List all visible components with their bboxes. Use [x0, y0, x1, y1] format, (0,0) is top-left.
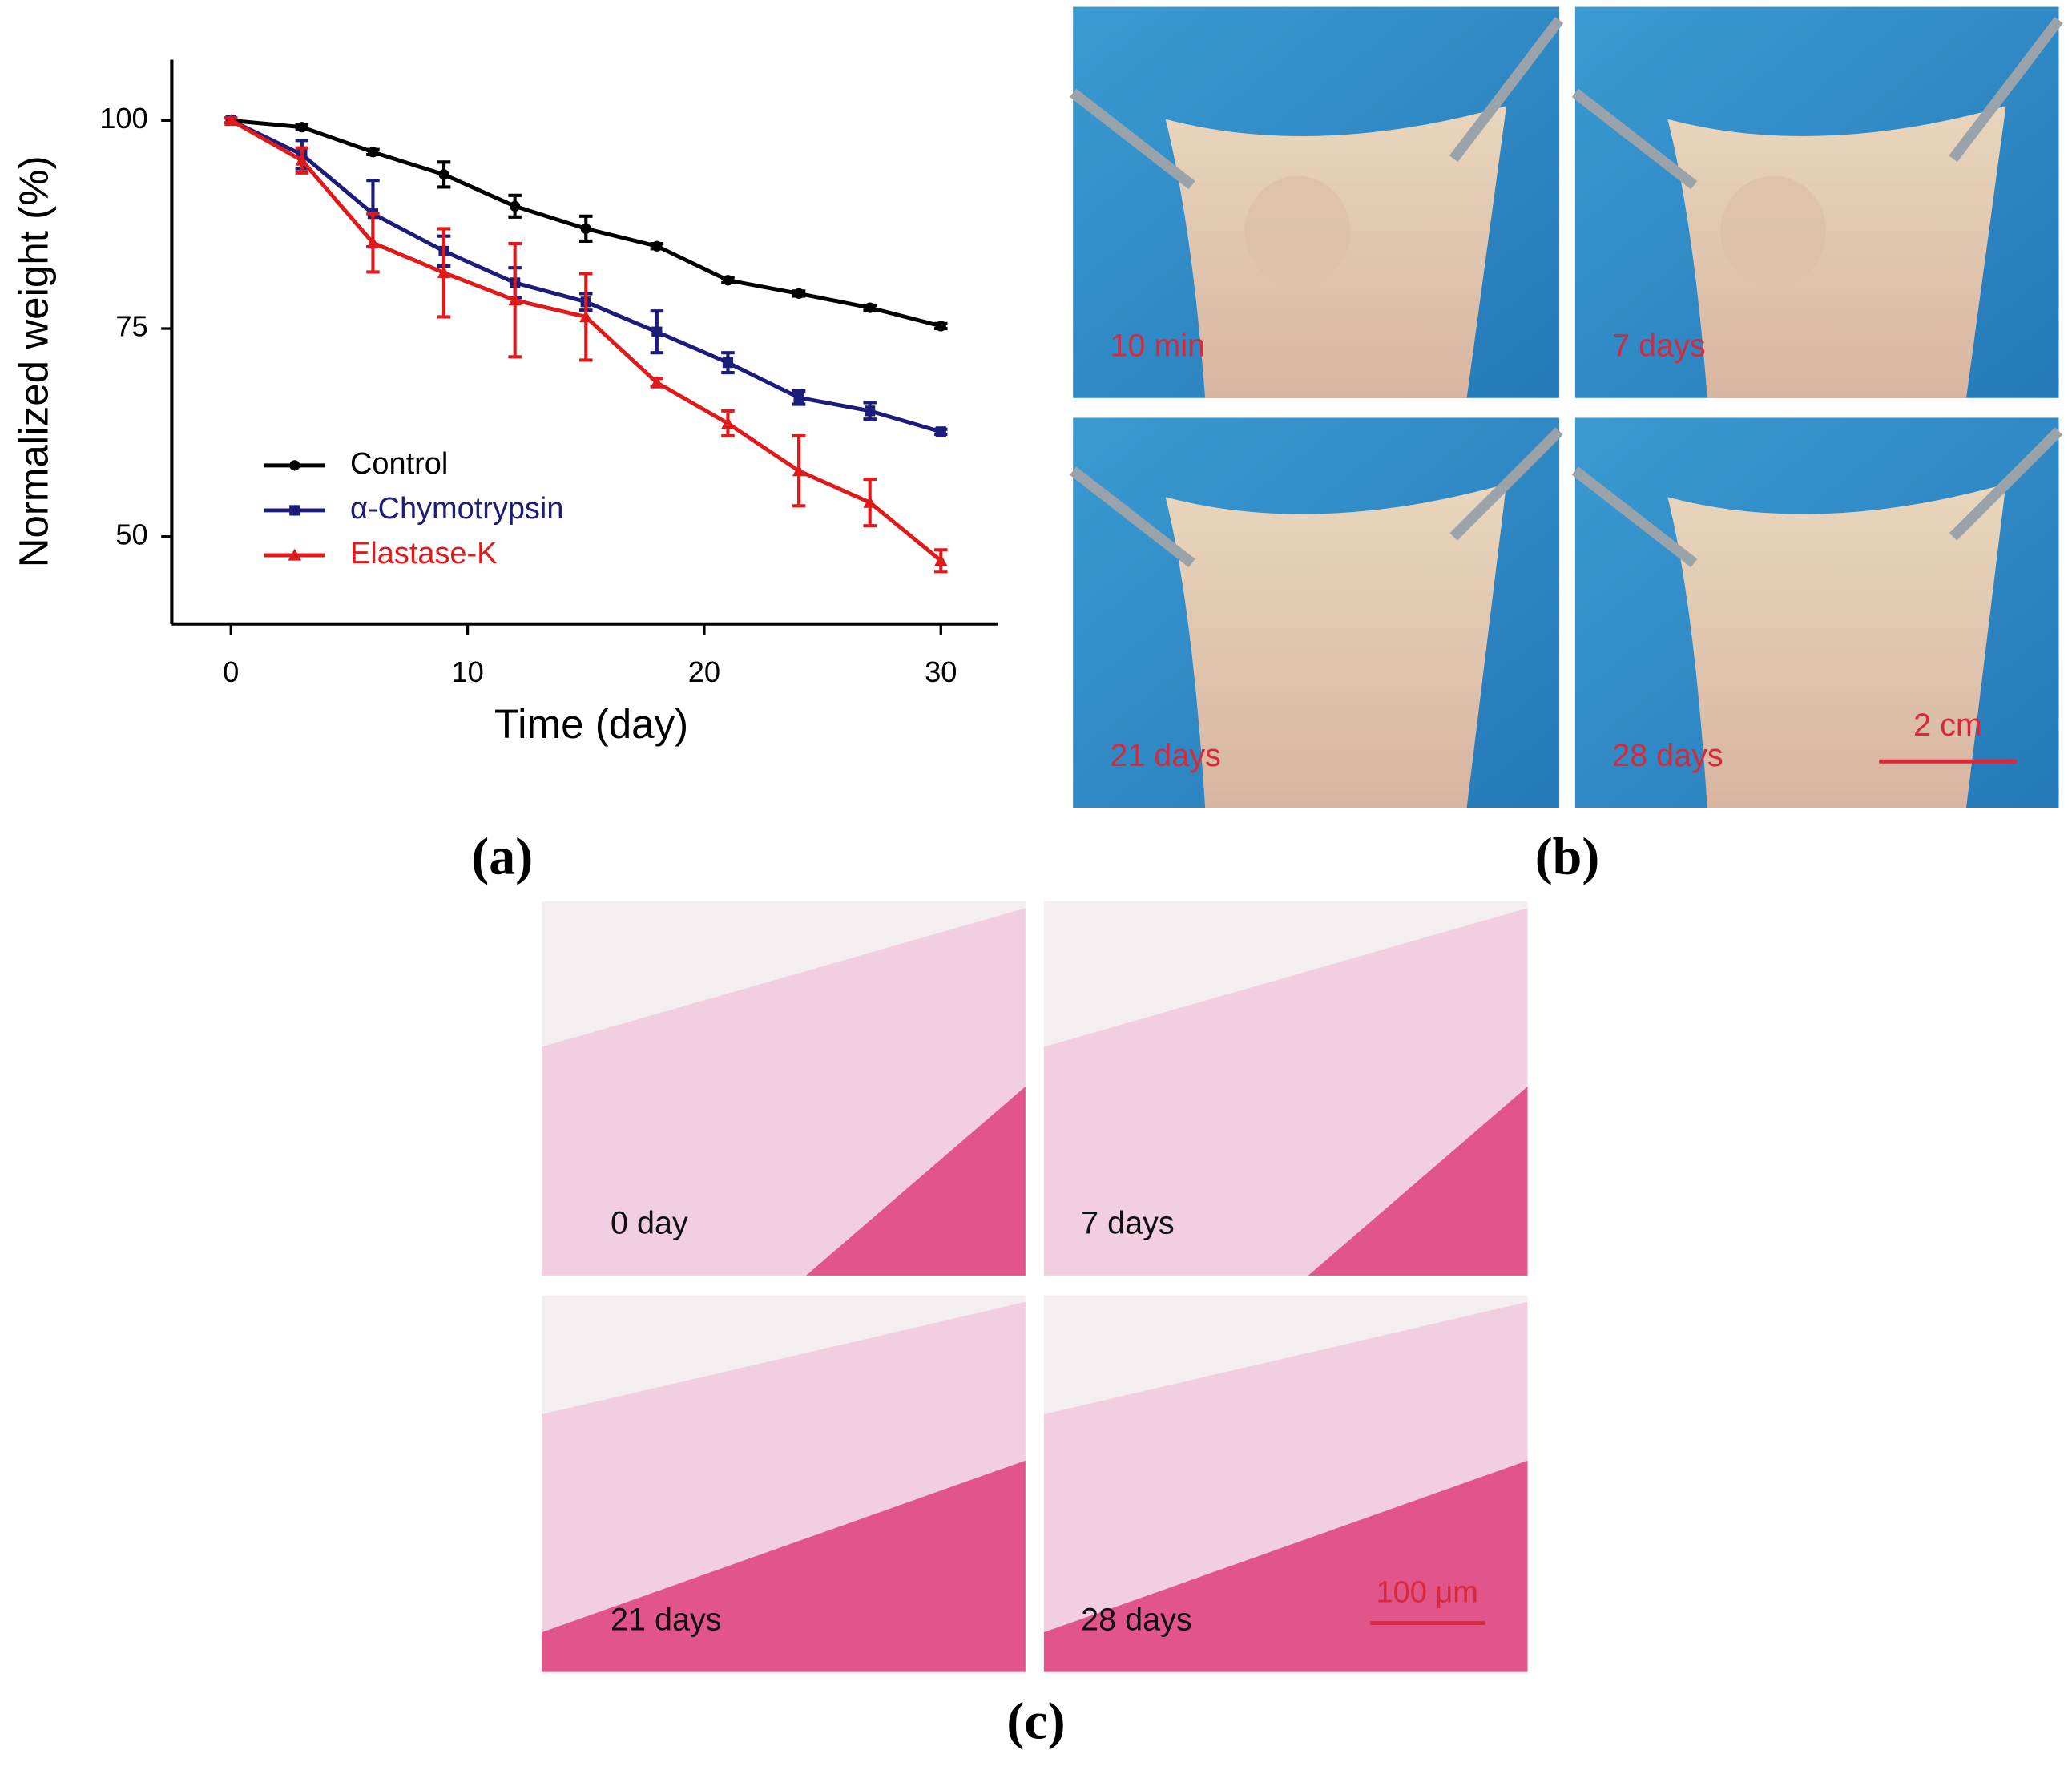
photo-label: 28 days — [1612, 738, 1723, 773]
histology-panel-c: 0 day 7 days 21 days 28 days 100 μm — [542, 901, 1528, 1672]
chart-a: 50 75 100 0 10 20 30 Time (day) Normalized weigh… — [11, 59, 998, 747]
scale-bar-label: 100 μm — [1377, 1575, 1478, 1609]
point — [651, 240, 663, 252]
point — [793, 288, 804, 299]
point — [722, 275, 734, 286]
point — [935, 426, 946, 437]
point — [224, 114, 238, 126]
point — [296, 122, 308, 133]
legend-label: Elastase-K — [350, 537, 497, 571]
point — [295, 153, 309, 166]
point — [438, 169, 449, 180]
muscle — [542, 1460, 1026, 1672]
point — [865, 405, 876, 417]
x-axis-title: Time (day) — [494, 701, 688, 747]
x-tick-label: 30 — [925, 655, 957, 688]
y-tick-label: 50 — [115, 518, 147, 550]
point — [580, 223, 591, 234]
histology-label: 28 days — [1081, 1602, 1192, 1637]
legend-marker — [289, 460, 300, 471]
photo-label: 10 min — [1110, 329, 1205, 364]
muscle — [1043, 1460, 1528, 1672]
point — [722, 357, 734, 369]
legend-label: α-Chymotrypsin — [350, 492, 563, 526]
legend-label: Control — [350, 447, 448, 481]
y-tick-label: 100 — [99, 102, 148, 135]
histology-label: 7 days — [1081, 1206, 1175, 1241]
implant — [1720, 175, 1827, 288]
point — [935, 321, 946, 332]
forceps — [1070, 88, 1195, 190]
panel-label: (a) — [471, 828, 533, 886]
photo-label: 21 days — [1110, 738, 1221, 773]
forceps — [1571, 88, 1698, 190]
point — [865, 302, 876, 313]
point — [721, 417, 735, 429]
point — [366, 236, 380, 248]
point — [651, 326, 663, 337]
connective-tissue — [542, 908, 1026, 1276]
point — [793, 392, 804, 403]
tissue — [1667, 483, 2006, 808]
point — [792, 464, 806, 477]
scale-bar-label: 2 cm — [1913, 708, 1982, 743]
forceps — [1449, 427, 1563, 541]
point — [367, 147, 379, 158]
forceps — [1449, 17, 1564, 163]
x-tick-label: 20 — [688, 655, 720, 688]
x-tick-label: 0 — [223, 655, 239, 688]
photo-label: 7 days — [1612, 329, 1706, 364]
connective-tissue — [1043, 908, 1528, 1276]
x-tick-label: 10 — [451, 655, 483, 688]
point — [650, 376, 664, 389]
tissue — [1667, 106, 2006, 398]
muscle — [806, 1086, 1026, 1276]
point — [863, 495, 877, 508]
forceps — [1949, 17, 2063, 163]
point — [934, 554, 948, 566]
forceps — [1070, 466, 1195, 568]
point — [508, 293, 522, 306]
forceps — [1949, 427, 2063, 541]
muscle — [1308, 1086, 1528, 1276]
histology-label: 21 days — [611, 1602, 722, 1637]
point — [579, 310, 593, 323]
histology-label: 0 day — [611, 1206, 688, 1241]
point — [437, 266, 451, 279]
legend-marker — [288, 548, 302, 561]
panel-label: (b) — [1535, 828, 1600, 886]
point — [510, 200, 521, 212]
implant — [1244, 175, 1351, 288]
y-tick-label: 75 — [115, 310, 147, 343]
tissue — [1165, 483, 1507, 808]
legend-marker — [289, 505, 300, 516]
photo-panel-b: 10 min 7 days 21 days 28 days 2 cm — [1070, 6, 2063, 808]
y-axis-title: Normalized weight (%) — [11, 155, 57, 567]
panel-label: (c) — [1006, 1691, 1065, 1750]
forceps — [1571, 466, 1698, 568]
